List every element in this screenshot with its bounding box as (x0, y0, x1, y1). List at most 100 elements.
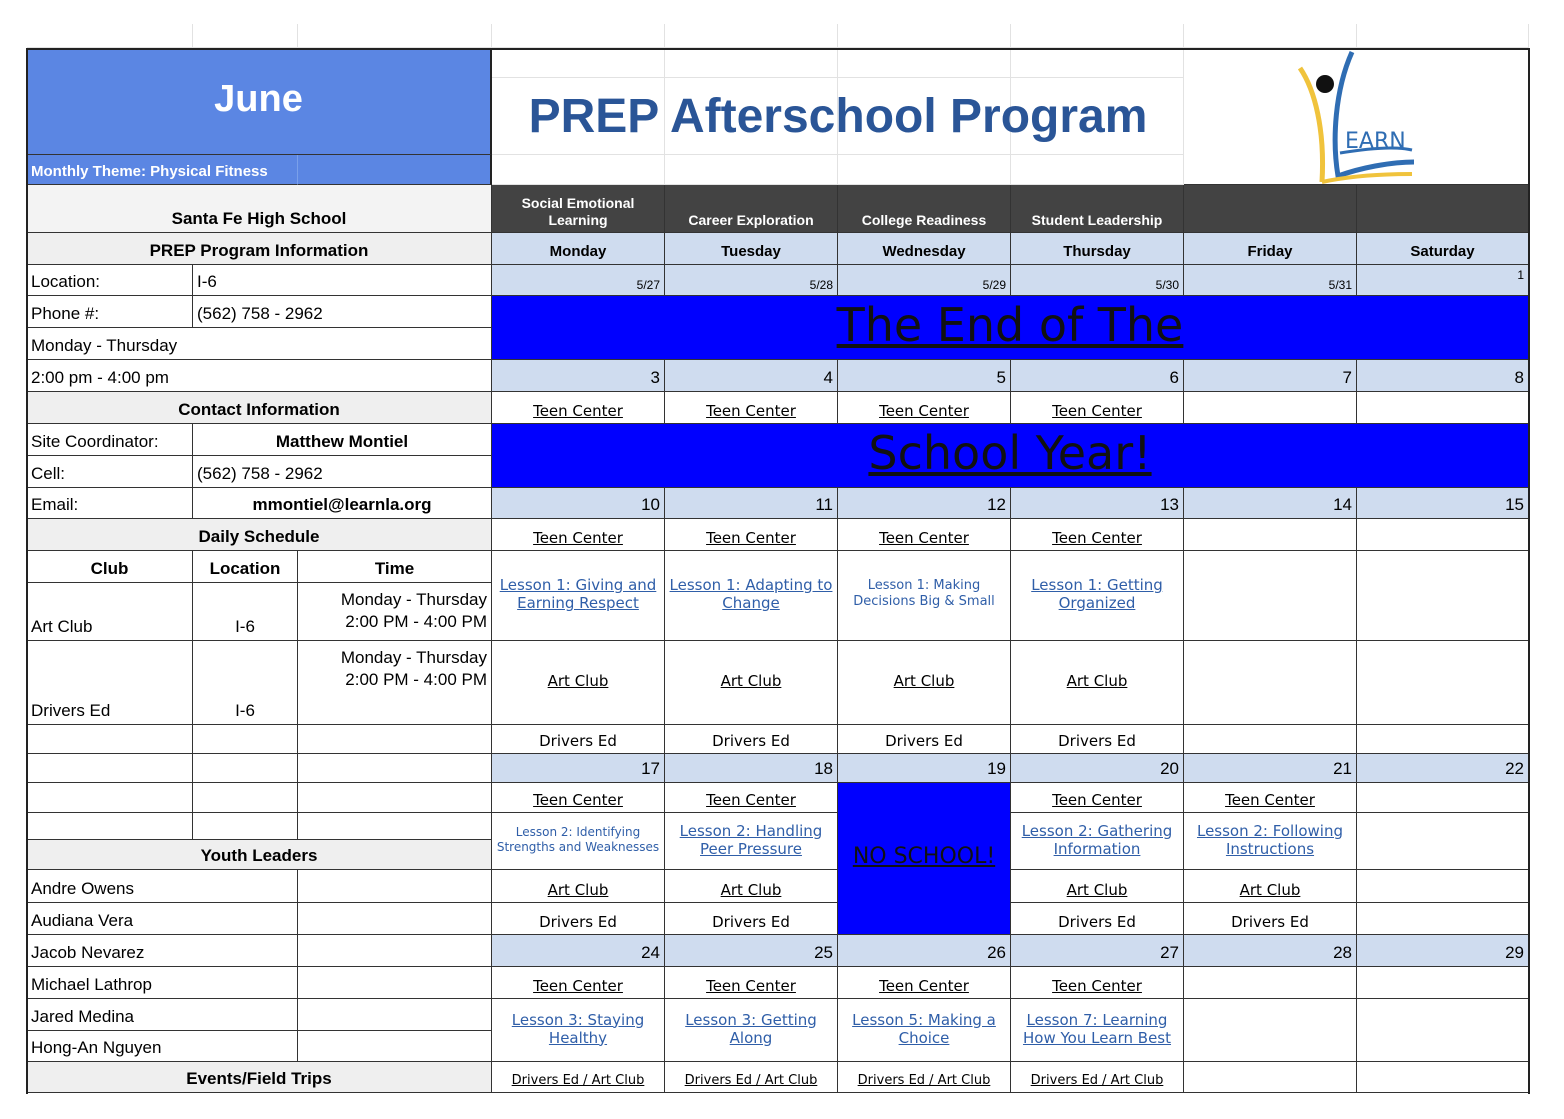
end-of-year-banner: The End of The (492, 296, 1529, 360)
lesson-link[interactable]: Lesson 1: Getting Organized (1011, 551, 1184, 641)
teen-center-link[interactable]: Teen Center (1011, 392, 1184, 424)
date-cell: 7 (1184, 360, 1357, 392)
teen-center-link[interactable]: Teen Center (1011, 783, 1184, 813)
art-club-link[interactable]: Art Club (1011, 641, 1184, 725)
teen-center-link (1184, 967, 1357, 999)
email-value[interactable]: mmontiel@learnla.org (193, 488, 492, 519)
location-label: Location: (27, 265, 193, 296)
date-cell: 27 (1011, 935, 1184, 967)
club-time-time: 2:00 PM - 4:00 PM (345, 670, 487, 690)
empty-cell (492, 78, 665, 155)
date-cell: 10 (492, 488, 665, 519)
lesson-link[interactable]: Lesson 3: Getting Along (665, 999, 838, 1062)
teen-center-link[interactable]: Teen Center (492, 519, 665, 551)
teen-center-link[interactable]: Teen Center (665, 519, 838, 551)
date-cell: 22 (1357, 754, 1529, 783)
event-link[interactable]: Drivers Ed / Art Club (665, 1062, 838, 1093)
date-cell: 17 (492, 754, 665, 783)
empty-cell (1011, 24, 1184, 48)
daily-schedule-heading: Daily Schedule (27, 519, 492, 551)
youth-leader-name: Jacob Nevarez (27, 935, 298, 967)
empty-cell (1011, 48, 1184, 78)
empty-cell (193, 24, 298, 48)
club-name: Art Club (27, 583, 193, 641)
teen-center-link[interactable]: Teen Center (838, 392, 1011, 424)
event-link[interactable]: Drivers Ed / Art Club (492, 1062, 665, 1093)
lesson-link[interactable]: Lesson 1: Adapting to Change (665, 551, 838, 641)
page-title: PREP Afterschool Program (528, 90, 1148, 143)
date-cell: 19 (838, 754, 1011, 783)
empty-cell (665, 24, 838, 48)
drivers-ed: Drivers Ed (1011, 903, 1184, 935)
teen-center-link[interactable]: Teen Center (492, 783, 665, 813)
empty-cell (492, 48, 665, 78)
teen-center-link[interactable]: Teen Center (665, 783, 838, 813)
date-cell: 5 (838, 360, 1011, 392)
event-link[interactable]: Drivers Ed / Art Club (838, 1062, 1011, 1093)
art-club-link[interactable]: Art Club (665, 870, 838, 903)
lesson-link[interactable]: Lesson 2: Identifying Strengths and Weak… (492, 813, 665, 870)
art-club-link[interactable]: Art Club (1011, 870, 1184, 903)
art-club-link[interactable]: Art Club (838, 641, 1011, 725)
empty-cell (298, 1031, 492, 1062)
youth-leader-name: Audiana Vera (27, 903, 298, 935)
empty-cell (838, 78, 1011, 155)
lesson-link[interactable]: Lesson 1: Giving and Earning Respect (492, 551, 665, 641)
empty-cell (298, 903, 492, 935)
club-name: Drivers Ed (27, 641, 193, 725)
lesson-link[interactable]: Lesson 5: Making a Choice (838, 999, 1011, 1062)
empty-cell (298, 999, 492, 1031)
event-link[interactable]: Drivers Ed / Art Club (1011, 1062, 1184, 1093)
art-club-link[interactable]: Art Club (665, 641, 838, 725)
youth-leader-name: Hong-An Nguyen (27, 1031, 298, 1062)
drivers-ed: Drivers Ed (665, 903, 838, 935)
teen-center-link[interactable]: Teen Center (492, 392, 665, 424)
empty-cell (27, 24, 193, 48)
art-club-link[interactable]: Art Club (492, 870, 665, 903)
monthly-theme: Monthly Theme: Physical Fitness (27, 155, 298, 185)
empty-cell (193, 813, 298, 840)
club-location: I-6 (193, 641, 298, 725)
teen-center-link[interactable]: Teen Center (1184, 783, 1357, 813)
empty-cell (193, 783, 298, 813)
teen-center-link[interactable]: Teen Center (838, 519, 1011, 551)
teen-center-link[interactable]: Teen Center (665, 392, 838, 424)
art-club-link[interactable]: Art Club (492, 641, 665, 725)
empty-cell (492, 155, 665, 185)
date-cell: 5/28 (665, 265, 838, 296)
teen-center-link (1184, 519, 1357, 551)
date-cell: 12 (838, 488, 1011, 519)
day-header: Friday (1184, 233, 1357, 265)
phone-value: (562) 758 - 2962 (193, 296, 492, 328)
lesson-link[interactable]: Lesson 2: Handling Peer Pressure (665, 813, 838, 870)
date-cell: 4 (665, 360, 838, 392)
teen-center-link[interactable]: Teen Center (1011, 967, 1184, 999)
date-cell: 13 (1011, 488, 1184, 519)
column-header-location: Location (193, 551, 298, 583)
art-club-link (1184, 641, 1357, 725)
drivers-ed: Drivers Ed (1184, 903, 1357, 935)
lesson-link[interactable]: Lesson 7: Learning How You Learn Best (1011, 999, 1184, 1062)
teen-center-link[interactable]: Teen Center (665, 967, 838, 999)
cell-label: Cell: (27, 456, 193, 488)
empty-cell (298, 967, 492, 999)
teen-center-link[interactable]: Teen Center (838, 967, 1011, 999)
learn-logo-icon: EARN (1297, 50, 1415, 184)
teen-center-link[interactable]: Teen Center (492, 967, 665, 999)
category-header: College Readiness (838, 185, 1011, 233)
empty-cell (1357, 24, 1529, 48)
empty-cell (838, 24, 1011, 48)
teen-center-link[interactable]: Teen Center (1011, 519, 1184, 551)
lesson-link[interactable]: Lesson 3: Staying Healthy (492, 999, 665, 1062)
date-cell: 15 (1357, 488, 1529, 519)
day-header: Wednesday (838, 233, 1011, 265)
lesson-link[interactable]: Lesson 2: Following Instructions (1184, 813, 1357, 870)
empty-cell (838, 155, 1011, 185)
cell-value: (562) 758 - 2962 (193, 456, 492, 488)
lesson-link[interactable]: Lesson 1: Making Decisions Big & Small (838, 551, 1011, 641)
events-heading: Events/Field Trips (27, 1062, 492, 1093)
lesson-link[interactable]: Lesson 2: Gathering Information (1011, 813, 1184, 870)
art-club-link[interactable]: Art Club (1184, 870, 1357, 903)
lesson-link (1184, 551, 1357, 641)
school-name: Santa Fe High School (27, 185, 492, 233)
